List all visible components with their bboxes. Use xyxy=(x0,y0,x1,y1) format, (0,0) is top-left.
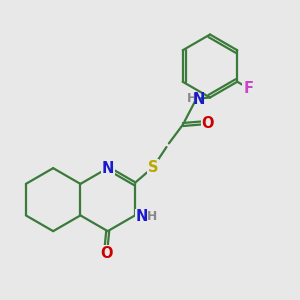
Text: N: N xyxy=(192,92,205,106)
Text: N: N xyxy=(135,209,148,224)
Text: F: F xyxy=(243,80,253,95)
Text: N: N xyxy=(101,160,114,175)
Text: S: S xyxy=(148,160,158,175)
Text: H: H xyxy=(187,92,197,106)
Text: O: O xyxy=(202,116,214,130)
Text: H: H xyxy=(146,210,157,224)
Text: O: O xyxy=(100,246,112,261)
